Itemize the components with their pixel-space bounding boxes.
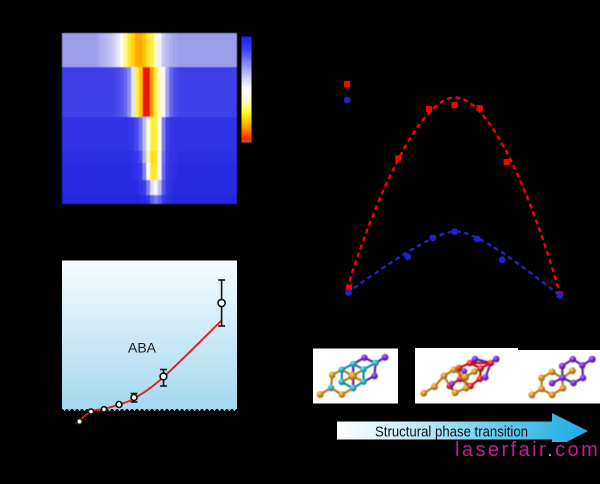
svg-text:laserfair.com: laserfair.com xyxy=(455,439,600,461)
svg-text:Structural phase transition: Structural phase transition xyxy=(375,424,528,441)
svg-text:ABA: ABA xyxy=(128,340,157,356)
